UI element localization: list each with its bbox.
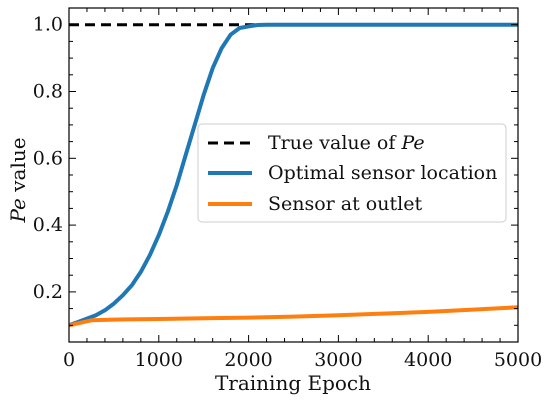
legend-label-optimal-sensor: Optimal sensor location — [268, 162, 497, 184]
series-line-1 — [68, 22, 518, 328]
x-tick-label: 5000 — [494, 349, 542, 371]
ticks — [68, 8, 519, 343]
y-tick-label: 1.0 — [33, 14, 63, 36]
y-tick-label: 0.8 — [33, 81, 63, 103]
plot-lines — [68, 22, 519, 328]
tick-labels: 0 1000 2000 3000 4000 5000 0.2 0.4 0.6 0.8 1.0 — [33, 14, 542, 371]
x-tick-label: 2000 — [224, 349, 272, 371]
legend-label-true-value: True value of Pe — [268, 132, 425, 154]
legend: True value of Pe Optimal sensor location… — [197, 123, 507, 223]
y-tick-label: 0.4 — [33, 214, 63, 236]
x-tick-label: 3000 — [314, 349, 362, 371]
series-line-2 — [68, 305, 519, 328]
y-tick-label: 0.2 — [33, 281, 63, 303]
y-axis-title-suffix: value — [6, 137, 30, 198]
x-axis-title: Training Epoch — [215, 371, 371, 395]
x-tick-label: 4000 — [404, 349, 452, 371]
x-tick-label: 0 — [63, 349, 75, 371]
legend-box — [197, 123, 507, 223]
legend-label-sensor-outlet: Sensor at outlet — [268, 193, 422, 215]
x-tick-label: 1000 — [135, 349, 183, 371]
y-tick-label: 0.6 — [33, 147, 63, 169]
y-axis-title: Pe value — [6, 137, 30, 223]
y-axis-title-math: Pe — [6, 198, 30, 223]
